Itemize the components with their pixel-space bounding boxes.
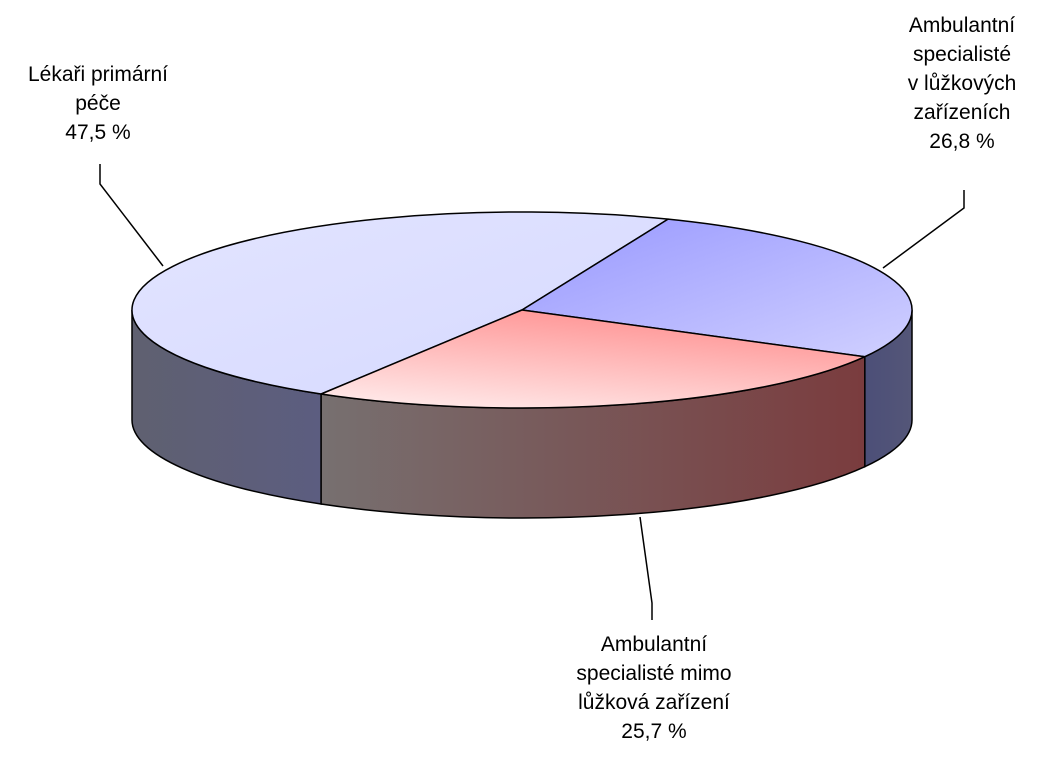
- pie-sides: [131, 309, 913, 519]
- leader-line: [639, 516, 653, 620]
- leader-lines: [99, 164, 965, 620]
- slice-label: zařízeních: [914, 101, 1011, 124]
- slice-value-label: 47,5 %: [65, 121, 130, 144]
- pie-slice: [521, 218, 913, 358]
- leader-line: [882, 190, 965, 269]
- slice-value-label: 26,8 %: [929, 130, 994, 153]
- slice-label: specialisté mimo: [576, 662, 731, 685]
- slice-label: specialisté: [913, 43, 1011, 66]
- slice-labels: Lékaři primární péče 47,5 % Ambulantní speci…: [28, 14, 1016, 743]
- slice-label: péče: [75, 92, 121, 115]
- pie-slice: [131, 211, 669, 395]
- slice-label: Ambulantní: [909, 14, 1015, 37]
- slice-value-label: 25,7 %: [621, 720, 686, 743]
- pie-tops: [131, 211, 913, 409]
- slice-label: Lékaři primární: [28, 63, 168, 86]
- slice-label: v lůžkových: [908, 72, 1017, 95]
- slice-label: lůžková zařízení: [578, 691, 730, 714]
- slice-label: Ambulantní: [601, 633, 707, 656]
- leader-line: [99, 164, 164, 267]
- pie-slice: [320, 309, 866, 409]
